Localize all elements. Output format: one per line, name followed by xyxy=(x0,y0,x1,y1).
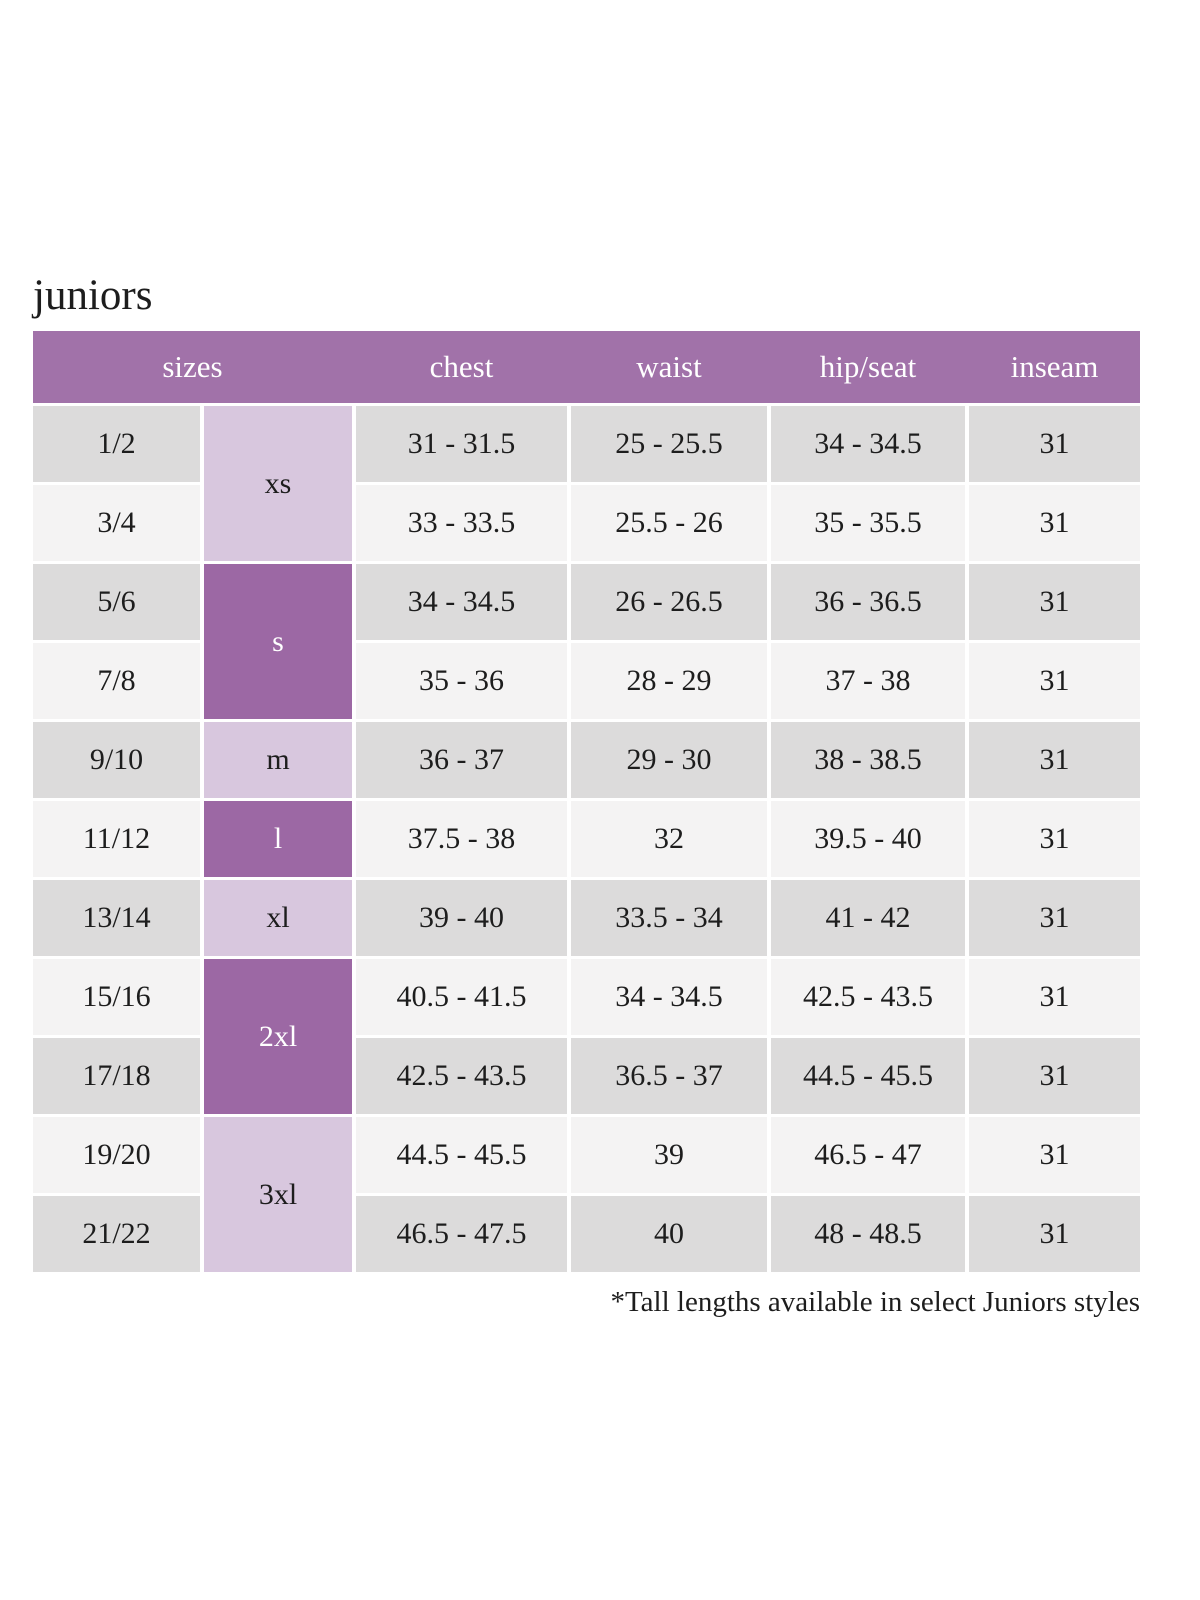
footnote: *Tall lengths available in select Junior… xyxy=(610,1286,1140,1319)
waist-cell: 40 xyxy=(571,1196,767,1273)
inseam-cell: 31 xyxy=(969,959,1140,1036)
size-range-cell: 13/14 xyxy=(33,880,200,957)
inseam-cell: 31 xyxy=(969,643,1140,720)
size-range-cell: 21/22 xyxy=(33,1196,200,1273)
chest-cell: 31 - 31.5 xyxy=(356,406,567,483)
size-range-cell: 11/12 xyxy=(33,801,200,878)
hip-seat-cell: 44.5 - 45.5 xyxy=(771,1038,965,1115)
column-header-chest: chest xyxy=(429,349,494,385)
size-range-cell: 19/20 xyxy=(33,1117,200,1194)
hip-seat-cell: 36 - 36.5 xyxy=(771,564,965,641)
inseam-cell: 31 xyxy=(969,1117,1140,1194)
inseam-cell: 31 xyxy=(969,722,1140,799)
inseam-cell: 31 xyxy=(969,1196,1140,1273)
waist-cell: 36.5 - 37 xyxy=(571,1038,767,1115)
size-range-cell: 7/8 xyxy=(33,643,200,720)
waist-cell: 39 xyxy=(571,1117,767,1194)
hip-seat-cell: 48 - 48.5 xyxy=(771,1196,965,1273)
size-group-cell-s: s xyxy=(204,564,352,720)
waist-cell: 25 - 25.5 xyxy=(571,406,767,483)
size-group-cell-xl: xl xyxy=(204,880,352,957)
chest-cell: 37.5 - 38 xyxy=(356,801,567,878)
size-group-cell-3xl: 3xl xyxy=(204,1117,352,1273)
column-header-hip-seat: hip/seat xyxy=(819,349,917,385)
inseam-cell: 31 xyxy=(969,880,1140,957)
size-range-cell: 3/4 xyxy=(33,485,200,562)
hip-seat-cell: 35 - 35.5 xyxy=(771,485,965,562)
hip-seat-cell: 38 - 38.5 xyxy=(771,722,965,799)
inseam-cell: 31 xyxy=(969,801,1140,878)
column-header-waist: waist xyxy=(636,349,702,385)
waist-cell: 25.5 - 26 xyxy=(571,485,767,562)
chest-cell: 40.5 - 41.5 xyxy=(356,959,567,1036)
inseam-cell: 31 xyxy=(969,564,1140,641)
page-title: juniors xyxy=(33,272,153,319)
inseam-cell: 31 xyxy=(969,406,1140,483)
juniors-size-table: sizes chest waist hip/seat inseam 1/2 xs… xyxy=(33,331,1140,1273)
size-range-cell: 9/10 xyxy=(33,722,200,799)
chest-cell: 35 - 36 xyxy=(356,643,567,720)
inseam-cell: 31 xyxy=(969,1038,1140,1115)
chest-cell: 42.5 - 43.5 xyxy=(356,1038,567,1115)
waist-cell: 28 - 29 xyxy=(571,643,767,720)
size-range-cell: 17/18 xyxy=(33,1038,200,1115)
column-header-inseam: inseam xyxy=(1010,349,1099,385)
chest-cell: 39 - 40 xyxy=(356,880,567,957)
chest-cell: 46.5 - 47.5 xyxy=(356,1196,567,1273)
size-group-cell-2xl: 2xl xyxy=(204,959,352,1115)
size-range-cell: 1/2 xyxy=(33,406,200,483)
hip-seat-cell: 41 - 42 xyxy=(771,880,965,957)
hip-seat-cell: 42.5 - 43.5 xyxy=(771,959,965,1036)
size-group-cell-m: m xyxy=(204,722,352,799)
chest-cell: 33 - 33.5 xyxy=(356,485,567,562)
size-group-cell-l: l xyxy=(204,801,352,878)
hip-seat-cell: 39.5 - 40 xyxy=(771,801,965,878)
hip-seat-cell: 37 - 38 xyxy=(771,643,965,720)
hip-seat-cell: 46.5 - 47 xyxy=(771,1117,965,1194)
waist-cell: 32 xyxy=(571,801,767,878)
inseam-cell: 31 xyxy=(969,485,1140,562)
table-header-row: sizes chest waist hip/seat inseam xyxy=(33,331,1140,404)
waist-cell: 26 - 26.5 xyxy=(571,564,767,641)
waist-cell: 34 - 34.5 xyxy=(571,959,767,1036)
chest-cell: 36 - 37 xyxy=(356,722,567,799)
hip-seat-cell: 34 - 34.5 xyxy=(771,406,965,483)
chest-cell: 34 - 34.5 xyxy=(356,564,567,641)
waist-cell: 29 - 30 xyxy=(571,722,767,799)
size-range-cell: 15/16 xyxy=(33,959,200,1036)
size-group-cell-xs: xs xyxy=(204,406,352,562)
column-header-sizes: sizes xyxy=(162,349,223,385)
size-range-cell: 5/6 xyxy=(33,564,200,641)
chest-cell: 44.5 - 45.5 xyxy=(356,1117,567,1194)
size-chart-page: juniors sizes chest waist hip/seat insea… xyxy=(33,272,1140,1319)
waist-cell: 33.5 - 34 xyxy=(571,880,767,957)
